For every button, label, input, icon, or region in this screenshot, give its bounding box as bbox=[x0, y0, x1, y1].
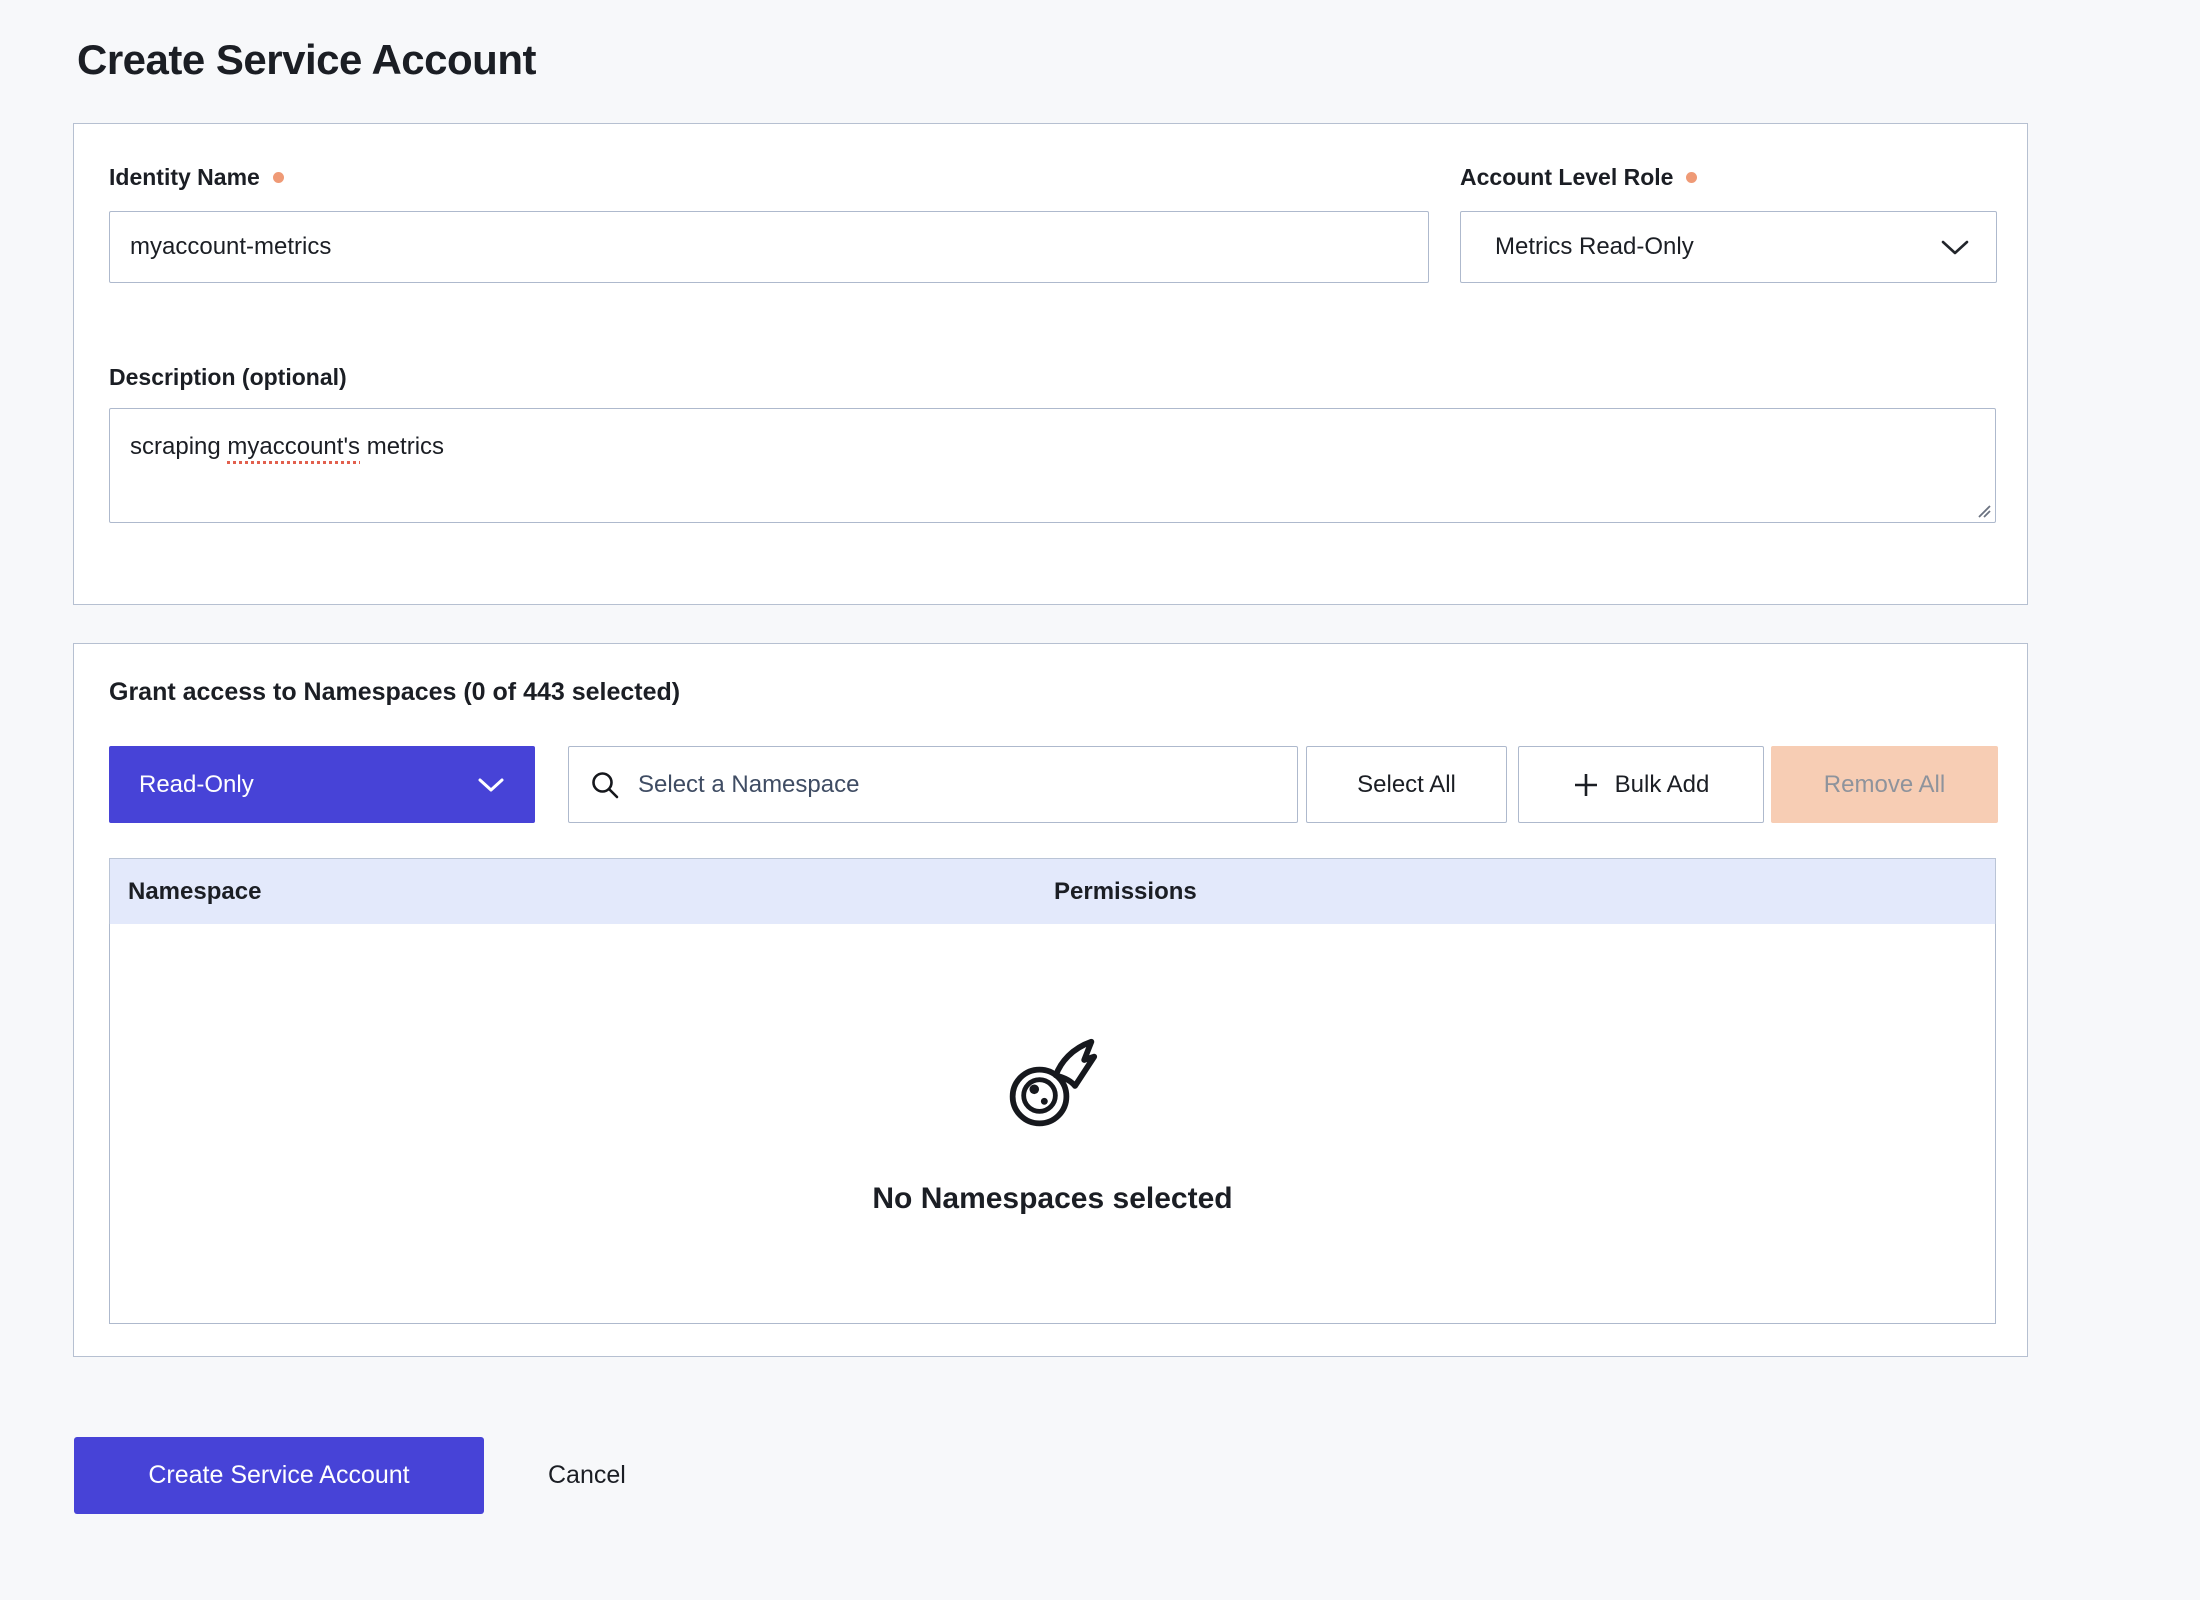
description-text-before: scraping bbox=[130, 433, 228, 460]
namespaces-heading: Grant access to Namespaces (0 of 443 sel… bbox=[109, 678, 681, 706]
identity-name-input[interactable] bbox=[109, 211, 1429, 283]
plus-icon bbox=[1573, 772, 1599, 798]
empty-state: No Namespaces selected bbox=[872, 924, 1233, 1216]
description-text-after: metrics bbox=[360, 433, 445, 460]
permissions-column-header: Permissions bbox=[1054, 878, 1197, 905]
select-all-button[interactable]: Select All bbox=[1306, 746, 1507, 823]
required-dot-icon bbox=[1686, 172, 1698, 183]
namespaces-table-body: No Namespaces selected bbox=[109, 924, 1996, 1324]
account-level-role-select[interactable]: Metrics Read-Only bbox=[1460, 211, 1997, 283]
page-title: Create Service Account bbox=[77, 36, 536, 83]
chevron-down-icon bbox=[1940, 238, 1970, 256]
permission-type-value: Read-Only bbox=[139, 770, 254, 798]
description-label: Description (optional) bbox=[109, 364, 347, 391]
remove-all-button[interactable]: Remove All bbox=[1771, 746, 1998, 823]
account-level-role-label: Account Level Role bbox=[1460, 164, 1698, 191]
search-icon bbox=[589, 769, 621, 801]
description-label-text: Description (optional) bbox=[109, 364, 347, 390]
identity-name-label: Identity Name bbox=[109, 164, 284, 191]
remove-all-label: Remove All bbox=[1823, 770, 1946, 798]
chevron-down-icon bbox=[477, 777, 505, 793]
permission-type-dropdown[interactable]: Read-Only bbox=[109, 746, 535, 823]
account-level-role-value: Metrics Read-Only bbox=[1495, 233, 1694, 260]
empty-state-text: No Namespaces selected bbox=[872, 1182, 1233, 1215]
namespace-column-header: Namespace bbox=[128, 878, 262, 905]
description-textarea[interactable]: scraping myaccount's metrics bbox=[109, 408, 1996, 523]
identity-panel: Identity Name Account Level Role Metrics… bbox=[73, 123, 2028, 605]
namespace-search-input[interactable] bbox=[638, 770, 1277, 799]
bulk-add-label: Bulk Add bbox=[1614, 770, 1710, 798]
namespace-search[interactable] bbox=[568, 746, 1298, 823]
description-text-flagged: myaccount's bbox=[227, 433, 361, 460]
account-level-role-label-text: Account Level Role bbox=[1460, 164, 1674, 190]
create-service-account-label: Create Service Account bbox=[148, 1461, 410, 1489]
create-service-account-button[interactable]: Create Service Account bbox=[74, 1437, 484, 1514]
namespaces-panel: Grant access to Namespaces (0 of 443 sel… bbox=[73, 643, 2028, 1357]
resize-handle-icon[interactable] bbox=[1976, 503, 1992, 519]
comet-icon bbox=[1004, 1036, 1100, 1132]
bulk-add-button[interactable]: Bulk Add bbox=[1518, 746, 1764, 823]
required-dot-icon bbox=[272, 172, 284, 183]
cancel-button[interactable]: Cancel bbox=[516, 1437, 658, 1514]
select-all-label: Select All bbox=[1357, 770, 1456, 798]
namespaces-table-header: Namespace Permissions bbox=[109, 858, 1996, 925]
cancel-label: Cancel bbox=[548, 1461, 626, 1489]
identity-name-label-text: Identity Name bbox=[109, 164, 260, 190]
